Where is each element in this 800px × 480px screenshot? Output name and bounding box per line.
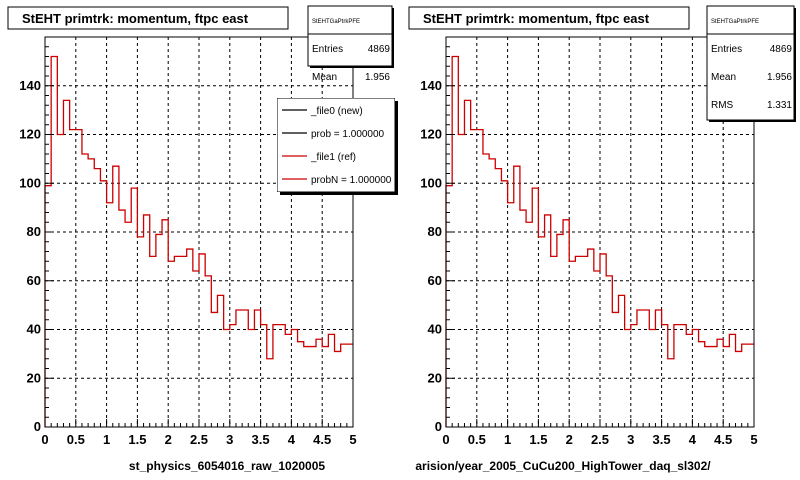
- y-tick-label: 100: [19, 175, 41, 190]
- y-tick-label: 20: [428, 370, 442, 385]
- x-tick-label: 0: [41, 432, 48, 447]
- chart-title: StEHT primtrk: momentum, ftpc east: [423, 11, 650, 26]
- stats-label: RMS: [711, 100, 734, 111]
- stats-box-name: StEHTGaPtrkPFE: [312, 19, 360, 25]
- title-box: [7, 6, 289, 30]
- x-tick-label: 1.5: [529, 432, 547, 447]
- legend: _file0 (new) prob = 1.000000 _file1 (ref) p…: [277, 98, 395, 192]
- legend-entry-label: _file1 (ref): [310, 152, 356, 163]
- chart-panel-1: 0 0.5 1 1.5 2 2.5 3 3.5 4 4.5 5 0 20 40 60 80 100 120 140 s…: [7, 5, 398, 473]
- stats-label: Mean: [312, 72, 337, 83]
- x-axis-label: st_physics_6054016_raw_1020005: [129, 459, 325, 473]
- stats-label: Mean: [711, 72, 736, 83]
- stats-box-name: StEHTGaPtrkPFE: [711, 19, 759, 25]
- y-tick-label: 100: [420, 175, 442, 190]
- y-tick-label: 40: [27, 322, 41, 337]
- stats-value: 1.956: [365, 72, 390, 83]
- stats-box: [706, 5, 795, 121]
- y-tick-label: 0: [34, 419, 41, 434]
- stats-value: 1.956: [767, 72, 792, 83]
- x-tick-label: 3.5: [252, 432, 270, 447]
- y-tick-label: 60: [428, 273, 442, 288]
- x-tick-label: 3: [226, 432, 233, 447]
- y-tick-label: 140: [19, 78, 41, 93]
- x-tick-label: 1.5: [128, 432, 146, 447]
- x-tick-label: 5: [750, 432, 757, 447]
- x-tick-label: 1: [504, 432, 511, 447]
- title-box: [408, 6, 690, 30]
- y-tick-label: 80: [428, 224, 442, 239]
- y-tick-label: 140: [420, 78, 442, 93]
- stats-label: Entries: [312, 44, 343, 55]
- x-tick-label: 4: [689, 432, 697, 447]
- y-tick-label: 80: [27, 224, 41, 239]
- legend-entry-label: probN = 1.000000: [311, 175, 392, 186]
- x-tick-label: 0: [442, 432, 449, 447]
- x-axis-label: arision/year_2005_CuCu200_HighTower_daq_…: [415, 459, 711, 473]
- x-tick-label: 5: [349, 432, 356, 447]
- stats-value: 4869: [368, 44, 391, 55]
- histogram-series-line: [44, 55, 353, 427]
- stats-label: Entries: [711, 44, 742, 55]
- y-tick-label: 20: [27, 370, 41, 385]
- x-tick-label: 0.5: [468, 432, 486, 447]
- stats-value: 4869: [770, 44, 793, 55]
- x-tick-label: 1: [103, 432, 110, 447]
- x-tick-label: 4.5: [313, 432, 331, 447]
- chart-title: StEHT primtrk: momentum, ftpc east: [22, 11, 249, 26]
- chart-panel-2: 0 0.5 1 1.5 2 2.5 3 3.5 4 4.5 5 0 20 40 60 80 100 120 140 a…: [408, 5, 796, 473]
- y-tick-label: 0: [435, 419, 442, 434]
- x-tick-label: 4: [288, 432, 296, 447]
- y-tick-label: 60: [27, 273, 41, 288]
- x-tick-label: 0.5: [67, 432, 85, 447]
- x-tick-label: 3.5: [653, 432, 671, 447]
- stats-value: 1.331: [767, 100, 792, 111]
- x-tick-label: 2: [566, 432, 573, 447]
- x-tick-label: 4.5: [714, 432, 732, 447]
- y-tick-label: 40: [428, 322, 442, 337]
- legend-entry-label: _file0 (new): [310, 106, 363, 117]
- legend-box: [277, 98, 395, 192]
- y-tick-label: 120: [19, 127, 41, 142]
- histogram-series-line: [445, 55, 754, 427]
- x-tick-label: 2: [165, 432, 172, 447]
- legend-entry-label: prob = 1.000000: [311, 129, 385, 140]
- x-tick-label: 2.5: [591, 432, 609, 447]
- x-tick-label: 3: [627, 432, 634, 447]
- x-tick-label: 2.5: [190, 432, 208, 447]
- y-tick-label: 120: [420, 127, 442, 142]
- stats-box: [307, 5, 393, 67]
